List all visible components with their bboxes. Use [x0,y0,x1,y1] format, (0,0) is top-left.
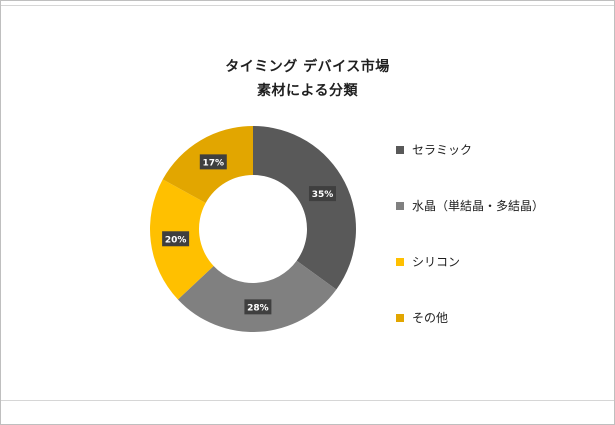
legend-label: シリコン [412,255,461,269]
data-label: 35% [312,190,334,200]
data-label: 20% [165,235,187,245]
legend-swatch [396,145,404,154]
legend-item-crystal: 水晶（単結晶・多結晶） [396,197,544,214]
donut-chart: 35% 28% 20% 17% [150,126,356,332]
legend: セラミック 水晶（単結晶・多結晶） シリコン その他 [396,141,544,326]
chart-title-line2: 素材による分類 [256,83,359,99]
legend-item-silicon: シリコン [396,253,544,270]
data-label-bg [308,186,336,202]
donut-slice-2 [177,260,337,332]
data-label-bg [244,299,272,315]
legend-label: セラミック [412,143,473,157]
legend-swatch [396,257,404,266]
data-label-bg [199,154,227,170]
chart-title-line1: タイミング デバイス市場 [225,59,390,75]
bottom-border-line [1,400,614,401]
top-border-line [1,5,614,6]
legend-swatch [396,201,404,210]
data-label: 28% [247,303,269,313]
legend-label: その他 [412,311,449,325]
donut-slice-1 [253,126,356,290]
data-label-bg [162,231,190,247]
legend-item-ceramic: セラミック [396,141,544,158]
legend-swatch [396,313,404,322]
chart-title: タイミング デバイス市場 素材による分類 [1,55,614,103]
data-label: 17% [203,158,225,168]
legend-item-other: その他 [396,309,544,326]
legend-label: 水晶（単結晶・多結晶） [412,199,545,213]
